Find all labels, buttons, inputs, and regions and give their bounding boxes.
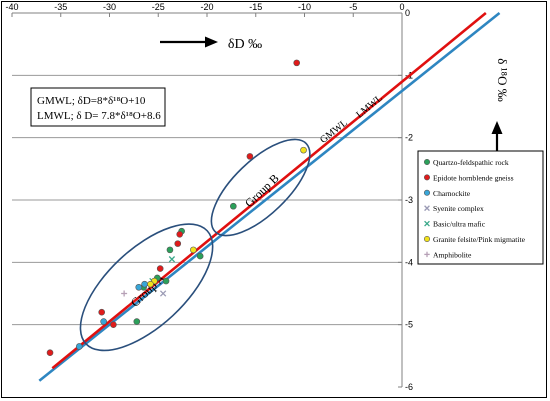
legend-label: Epidote hornblende gneiss	[433, 173, 514, 182]
data-point	[174, 240, 182, 247]
data-point	[100, 318, 107, 325]
legend-label: Basic/ultra mafic	[433, 220, 486, 229]
y-tick-label: -6	[405, 382, 413, 392]
y-tick-label: -5	[405, 320, 413, 330]
data-point	[424, 251, 430, 258]
legend-item: Charnockite	[423, 189, 471, 198]
data-point	[98, 308, 105, 316]
x-arrow-head-icon	[205, 36, 218, 48]
data-point	[423, 159, 430, 166]
group-label: Group A	[128, 271, 168, 310]
equation-box-border	[30, 87, 166, 127]
tick-labels: -40-35-30-25-20-15-10-500-1-2-3-4-5-6	[5, 2, 413, 392]
y-axis-label: δ ¹⁸O ‰	[495, 58, 510, 101]
data-point	[423, 189, 430, 196]
data-point	[159, 290, 167, 297]
data-point	[121, 290, 128, 297]
data-points	[46, 59, 307, 357]
data-point	[424, 205, 430, 212]
data-point	[246, 153, 254, 160]
x-tick-label: 0	[399, 2, 404, 12]
data-point	[141, 280, 148, 288]
legend-item: Quartzo-feldspathic rock	[423, 158, 509, 167]
x-tick-label: -25	[152, 2, 165, 12]
y-arrow-head-icon	[491, 121, 503, 134]
data-point	[423, 174, 430, 181]
data-point	[156, 265, 164, 272]
lmwl-equation: LMWL; δ D= 7.8*δ¹⁸O+8.6	[37, 110, 161, 122]
x-tick-label: -30	[103, 2, 116, 12]
x-tick-label: -10	[298, 2, 311, 12]
legend-items: Quartzo-feldspathic rock Epidote hornblen…	[423, 158, 526, 259]
y-tick-label: -3	[405, 195, 413, 205]
data-point	[293, 59, 301, 67]
line-label-gmwl: GMWL	[318, 118, 350, 146]
legend-label: Quartzo-feldspathic rock	[433, 158, 509, 167]
data-point	[135, 283, 143, 291]
data-point	[190, 246, 197, 254]
legend-box	[417, 150, 544, 265]
x-mark-stroke	[159, 290, 167, 297]
legend-label: Amphibolite	[433, 250, 472, 259]
data-point	[147, 280, 154, 288]
x-axis-title: δD ‰	[160, 36, 262, 52]
x-tick-label: -35	[54, 2, 67, 12]
legend-label: Charnockite	[433, 189, 471, 198]
line-gmwl	[38, 11, 501, 382]
x-tick-label: -20	[200, 2, 213, 12]
group-ellipse	[210, 138, 311, 237]
data-point	[230, 202, 237, 210]
data-point	[133, 318, 141, 325]
data-point	[423, 236, 430, 243]
x-tick-label: -5	[349, 2, 357, 12]
data-point	[168, 256, 176, 263]
y-tick-label: 0	[405, 8, 410, 18]
y-tick-label: -4	[405, 257, 413, 267]
data-point	[162, 277, 170, 285]
x-tick-label: -40	[5, 2, 18, 12]
data-point	[166, 246, 174, 254]
x-mark-stroke	[168, 256, 176, 263]
y-tick-label: -2	[405, 133, 413, 143]
legend-item: Epidote hornblende gneiss	[423, 173, 514, 182]
x-mark-stroke	[424, 220, 430, 227]
data-point	[176, 230, 183, 238]
x-tick-label: -15	[249, 2, 262, 12]
legend-item: Granite felsite/Pink migmatite	[423, 235, 526, 244]
equation-box: GMWL; δD=8*δ¹⁸O+10 LMWL; δ D= 7.8*δ¹⁸O+8…	[30, 87, 166, 127]
data-point	[196, 252, 204, 260]
legend-item: Basic/ultra mafic	[424, 220, 486, 229]
data-point	[75, 343, 83, 350]
x-axis-label: δD ‰	[228, 37, 262, 52]
data-point	[110, 321, 117, 328]
data-point	[424, 220, 430, 227]
legend-label: Syenite complex	[433, 204, 484, 213]
line-lmwl	[51, 11, 487, 370]
legend-label: Granite felsite/Pink migmatite	[433, 235, 526, 244]
gmwl-equation: GMWL; δD=8*δ¹⁸O+10	[37, 95, 146, 107]
group-ellipse	[79, 223, 214, 352]
data-point	[46, 349, 54, 357]
legend: Quartzo-feldspathic rock Epidote hornblen…	[417, 150, 544, 265]
legend-item: Amphibolite	[424, 250, 472, 259]
gridlines	[12, 74, 402, 326]
x-mark-stroke	[424, 205, 430, 212]
legend-item: Syenite complex	[424, 204, 484, 213]
data-point	[300, 146, 307, 154]
